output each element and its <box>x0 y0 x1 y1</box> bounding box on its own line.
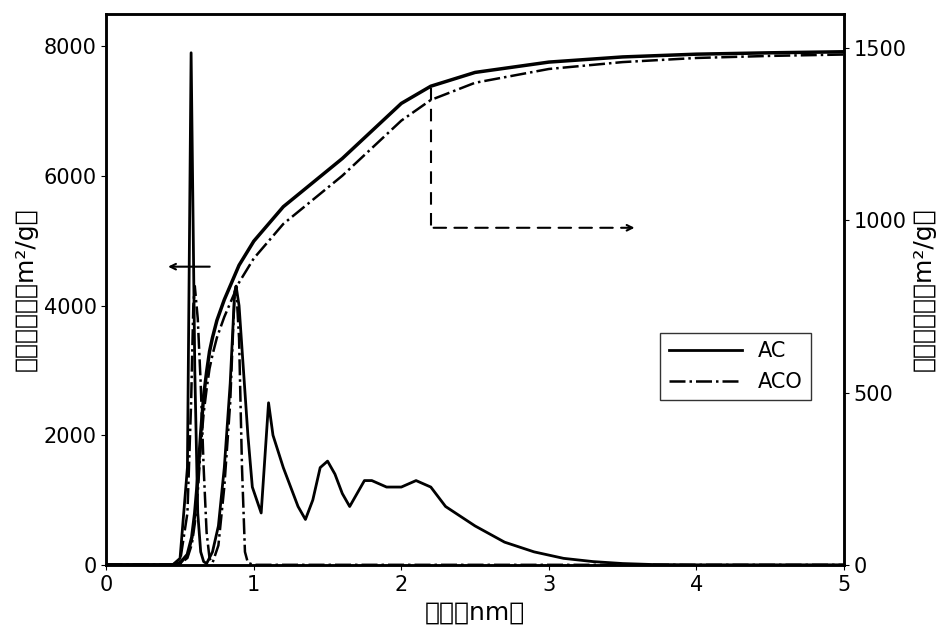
Y-axis label: 累积表面积（m²/g）: 累积表面积（m²/g） <box>912 207 936 371</box>
X-axis label: 孔径（nm）: 孔径（nm） <box>425 600 525 624</box>
Y-axis label: 微分表面积（m²/g）: 微分表面积（m²/g） <box>14 207 38 371</box>
Legend: AC, ACO: AC, ACO <box>660 333 811 400</box>
